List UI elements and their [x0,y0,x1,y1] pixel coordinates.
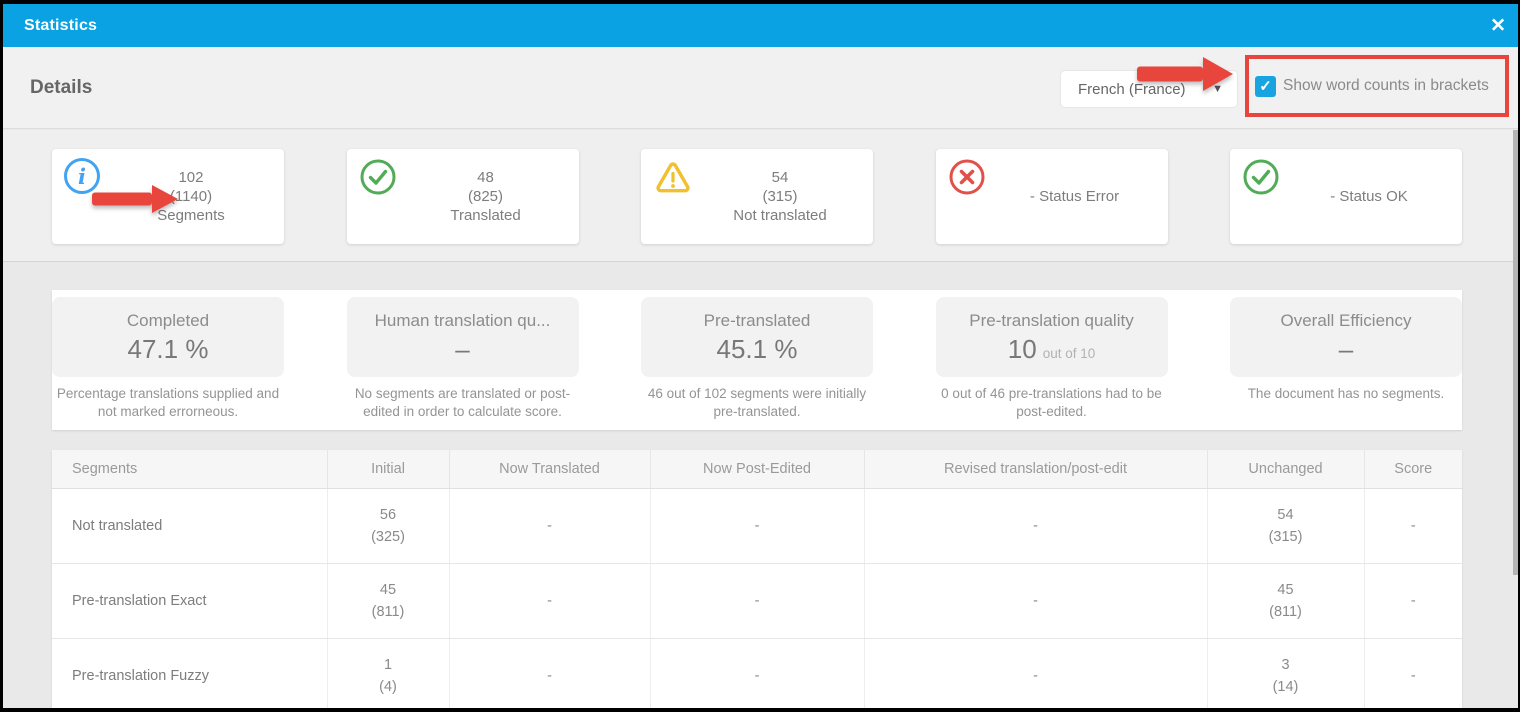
metric-completed: Completed 47.1 % Percentage translations… [52,297,284,430]
cell-now-translated: - [448,638,650,708]
translated-card-text: 48 (825) Translated [450,169,521,224]
cell-score: - [1363,638,1462,708]
cell-unchanged: 3 (14) [1206,638,1364,708]
cell-now-post-edited: - [649,563,864,639]
not-translated-card: 54 (315) Not translated [641,149,873,244]
error-icon [948,158,986,196]
metric-title: Human translation qu... [374,311,551,330]
column-header-unchanged: Unchanged [1206,450,1364,489]
metric-human-translation-quality: Human translation qu... – No segments ar… [346,297,579,430]
cell-now-translated: - [448,563,650,639]
cell-score: - [1363,563,1462,639]
metric-value: 47.1 % [127,334,209,364]
cell-unchanged: 54 (315) [1206,488,1364,564]
metric-pre-translated: Pre-translated 45.1 % 46 out of 102 segm… [641,297,873,430]
cell-score: - [1363,488,1462,564]
status-ok-card: - Status OK [1230,149,1462,244]
metric-title: Overall Efficiency [1280,311,1412,330]
column-header-revised: Revised translation/post-edit [863,450,1207,489]
cell-now-post-edited: - [649,638,864,708]
info-icon: i [64,158,102,196]
summary-cards-row: i 102 (1140) Segments 48 (825) Translate… [3,130,1518,262]
cell-segments: Pre-translation Exact [52,563,327,639]
cell-initial: 56 (325) [326,488,449,564]
metric-value: – [1338,334,1354,364]
word-counts-checkbox[interactable]: ✓ [1255,75,1276,97]
details-bar: Details French (France) ▼ ✓ Show word co… [3,47,1518,129]
metric-caption: 0 out of 46 pre-translations had to be p… [941,386,1162,420]
metric-title: Pre-translation quality [969,311,1134,330]
status-ok-card-text: - Status OK [1330,188,1408,205]
column-header-score: Score [1363,450,1462,489]
metric-caption: Percentage translations supplied and not… [56,386,280,420]
annotation-arrow [1137,57,1233,91]
page-title: Details [30,76,93,98]
metric-value: 10 [1007,334,1037,364]
annotation-highlight-box: ✓ Show word counts in brackets [1245,55,1509,117]
vertical-scrollbar-thumb[interactable] [1513,130,1518,575]
column-header-now-post-edited: Now Post-Edited [649,450,864,489]
cell-initial: 45 (811) [326,563,449,639]
status-error-card: - Status Error [935,149,1168,244]
cell-now-post-edited: - [649,488,864,564]
table-row: Pre-translation Exact 45 (811) - - - 45 … [52,563,1462,639]
metric-caption: 46 out of 102 segments were initially pr… [647,386,867,420]
cell-segments: Not translated [52,488,327,564]
close-icon[interactable]: ✕ [1490,15,1506,36]
metric-value-suffix: out of 10 [1042,346,1096,361]
check-icon [1242,158,1280,196]
warning-icon [653,158,691,196]
segments-table: Segments Initial Now Translated Now Post… [52,450,1462,708]
cell-initial: 1 (4) [326,638,449,708]
cell-unchanged: 45 (811) [1206,563,1364,639]
metric-value: – [455,334,470,364]
dialog-titlebar: Statistics ✕ [3,4,1518,47]
column-header-now-translated: Now Translated [448,450,650,489]
metric-overall-efficiency: Overall Efficiency – The document has no… [1230,297,1462,430]
table-row: Not translated 56 (325) - - - 54 (315) - [52,488,1462,564]
cell-segments: Pre-translation Fuzzy [52,638,327,708]
cell-revised: - [863,488,1207,564]
metric-caption: No segments are translated or post-edite… [354,386,571,420]
metric-pre-translation-quality: Pre-translation quality 10 out of 10 0 ou… [935,297,1168,430]
dialog-title: Statistics [24,16,98,34]
cell-revised: - [863,563,1207,639]
metrics-panel: Completed 47.1 % Percentage translations… [52,290,1462,430]
cell-now-translated: - [448,488,650,564]
annotation-arrow [92,185,178,213]
table-header-row: Segments Initial Now Translated Now Post… [52,450,1462,489]
status-error-card-text: - Status Error [1029,188,1120,205]
column-header-initial: Initial [326,450,449,489]
segments-table-panel: Segments Initial Now Translated Now Post… [52,450,1462,708]
segments-card: i 102 (1140) Segments [52,149,284,244]
language-dropdown-value: French (France) [1078,80,1186,98]
metric-value: 45.1 % [716,334,798,364]
check-icon [359,158,397,196]
metric-caption: The document has no segments. [1247,386,1445,401]
column-header-segments: Segments [52,450,327,489]
word-counts-checkbox-label: Show word counts in brackets [1283,77,1489,94]
cell-revised: - [863,638,1207,708]
table-row: Pre-translation Fuzzy 1 (4) - - - 3 (14)… [52,638,1462,708]
not-translated-card-text: 54 (315) Not translated [733,169,827,224]
translated-card: 48 (825) Translated [346,149,579,244]
metric-title: Completed [126,311,210,330]
metric-title: Pre-translated [703,311,811,330]
